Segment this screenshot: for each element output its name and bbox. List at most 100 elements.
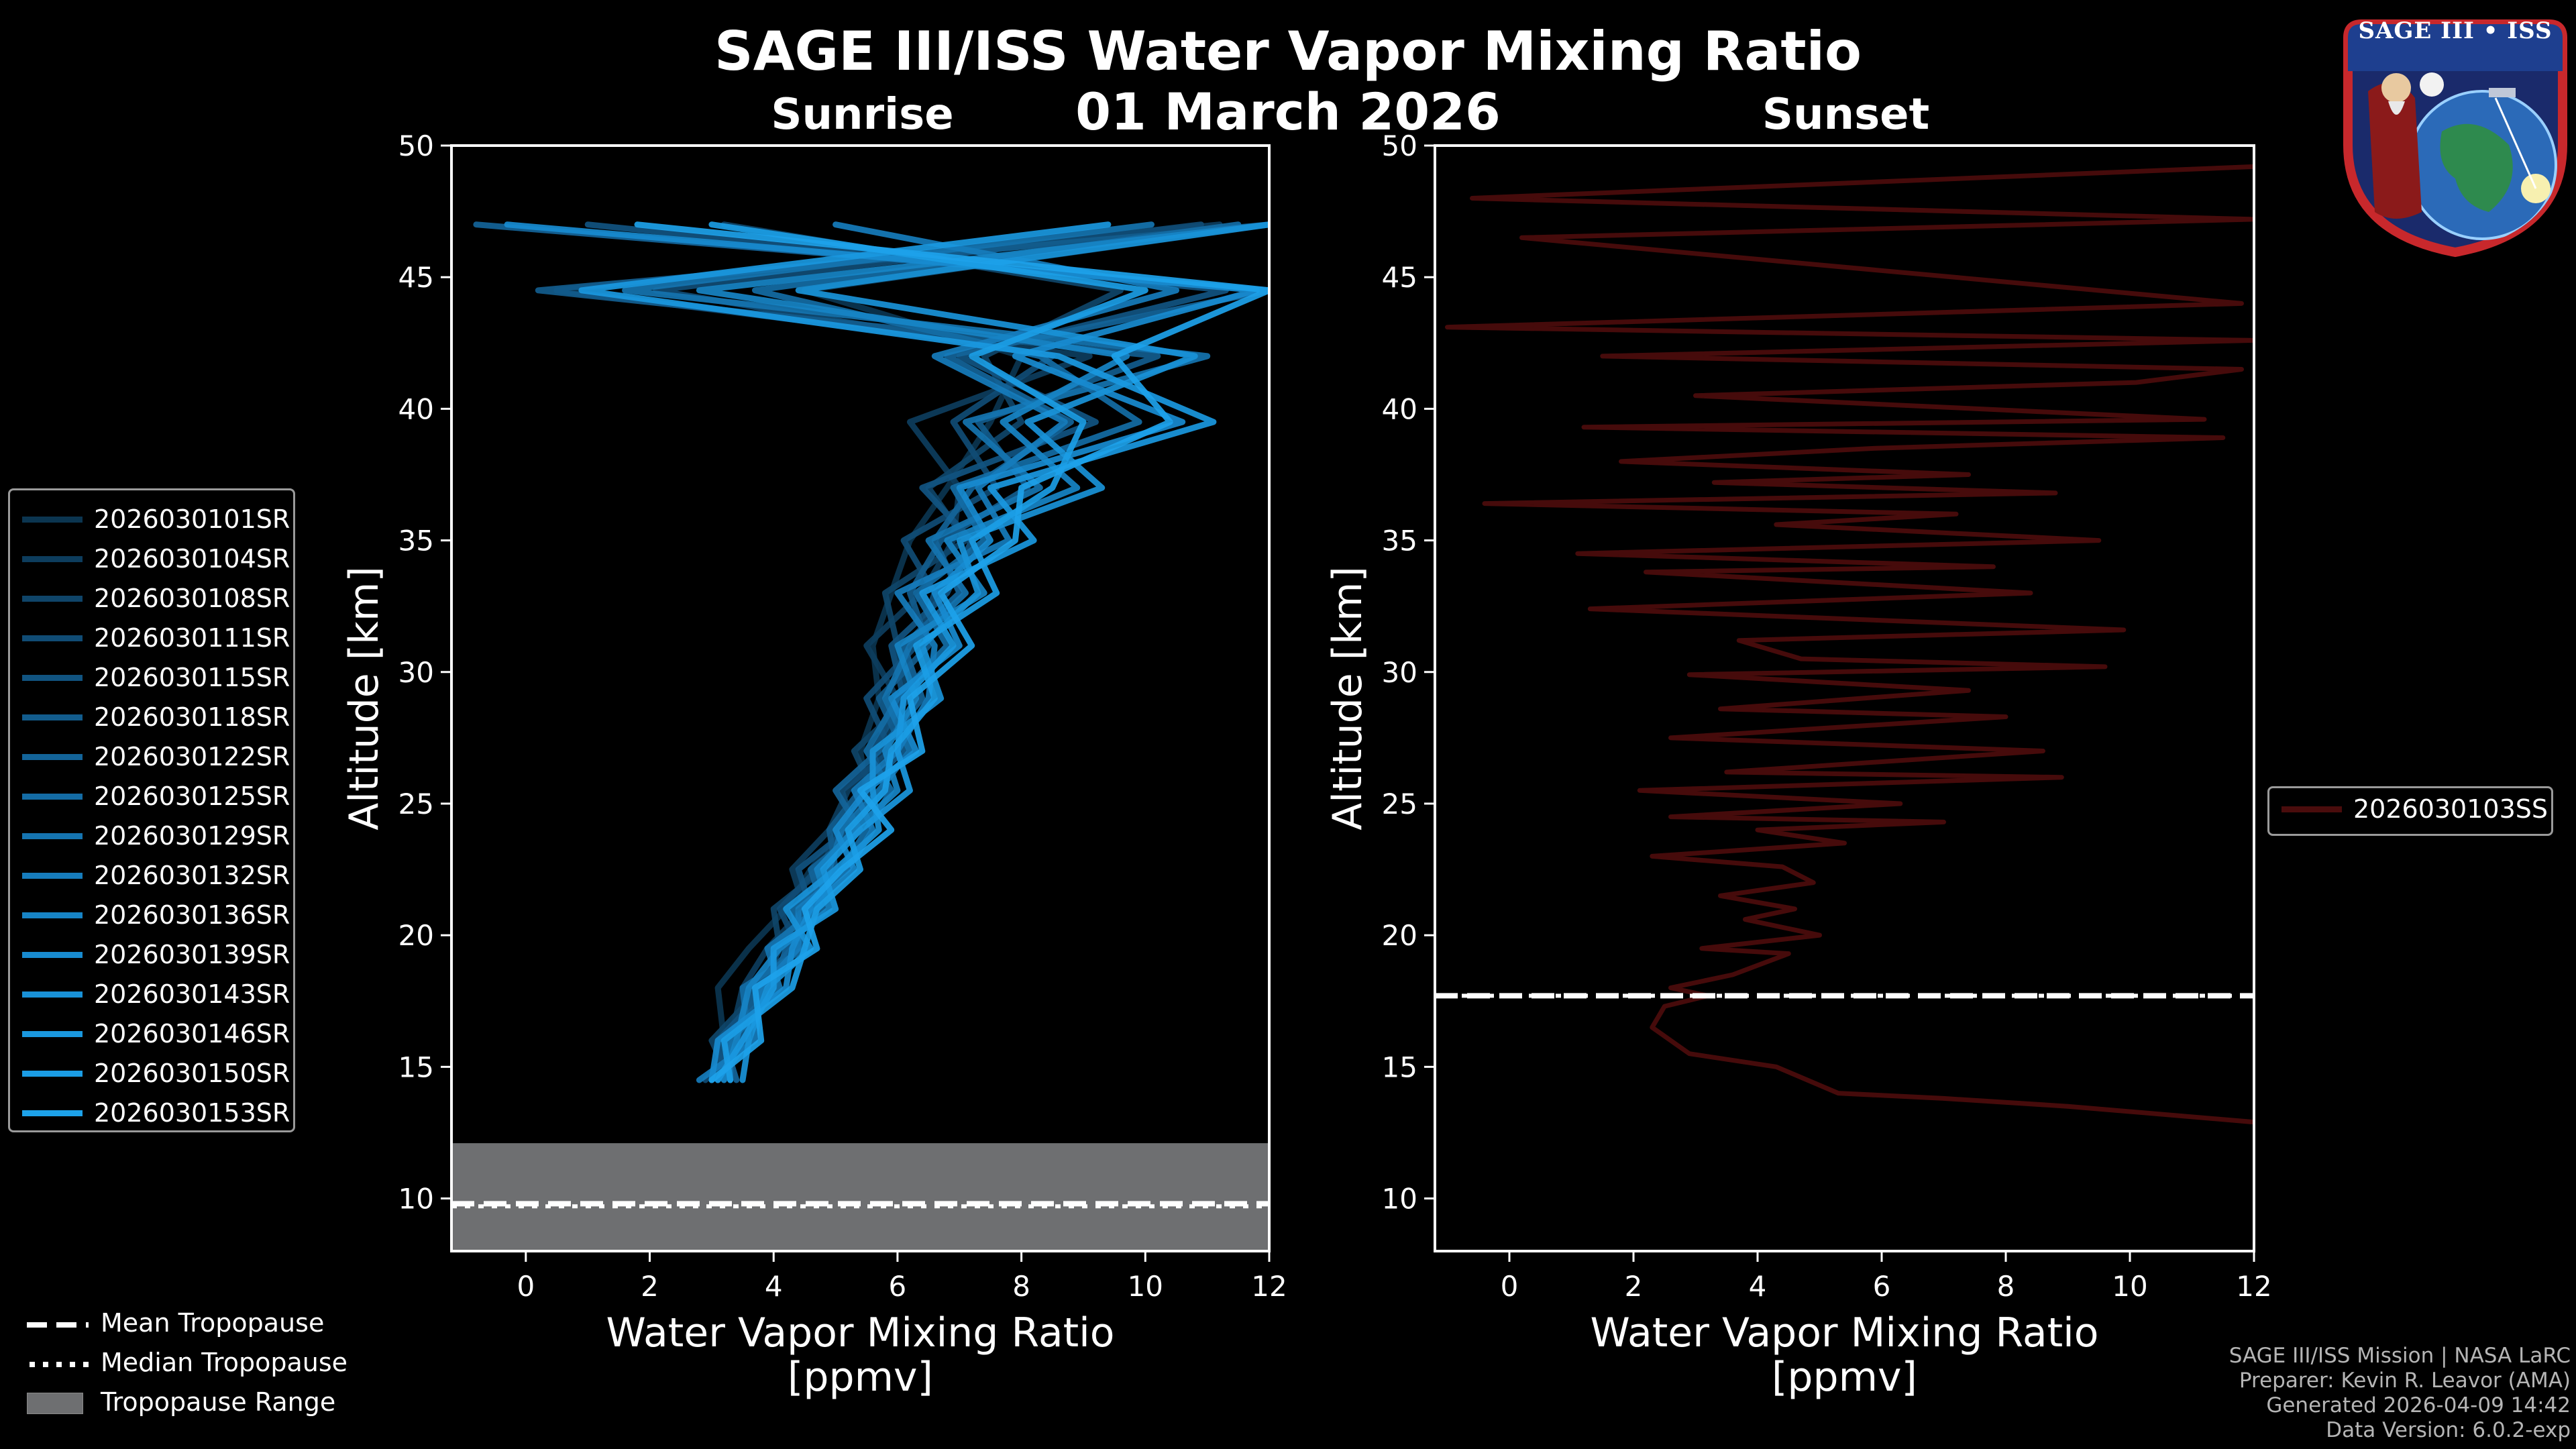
y-tick-label: 45 xyxy=(1382,261,1417,294)
sunset-panel-title: Sunset xyxy=(1762,90,1930,140)
x-tick-label: 0 xyxy=(517,1270,535,1303)
legend-swatch xyxy=(22,794,83,800)
legend-label: 2026030153SR xyxy=(94,1098,290,1128)
credits-preparer: Preparer: Kevin R. Leavor (AMA) xyxy=(2239,1368,2571,1393)
legend-swatch xyxy=(22,833,83,839)
legend-entry: 2026030125SR xyxy=(10,777,293,816)
legend-label: 2026030143SR xyxy=(94,979,290,1009)
y-tick-label: 35 xyxy=(398,525,434,557)
legend-swatch xyxy=(22,1071,83,1077)
credits-version: Data Version: 6.0.2-exp xyxy=(2326,1418,2571,1442)
x-tick-label: 0 xyxy=(1501,1270,1519,1303)
y-tick-label: 25 xyxy=(1382,788,1417,820)
y-tick-label: 20 xyxy=(1382,919,1417,952)
legend-swatch xyxy=(2282,806,2342,812)
legend-swatch xyxy=(22,754,83,760)
x-axis-label: Water Vapor Mixing Ratio xyxy=(1591,1309,2099,1356)
legend-entry: 2026030108SR xyxy=(10,579,293,619)
legend-entry: 2026030122SR xyxy=(10,737,293,777)
tropopause-range-entry: Tropopause Range xyxy=(20,1387,423,1427)
legend-entry: 2026030139SR xyxy=(10,935,293,975)
legend-entry: 2026030153SR xyxy=(10,1093,293,1133)
y-tick-label: 30 xyxy=(398,656,434,689)
x-tick-label: 4 xyxy=(1749,1270,1767,1303)
y-tick-label: 25 xyxy=(398,788,434,820)
tropopause-range-label: Tropopause Range xyxy=(101,1387,336,1417)
y-tick-label: 20 xyxy=(398,919,434,952)
x-tick-label: 2 xyxy=(641,1270,659,1303)
legend-swatch xyxy=(22,635,83,641)
chart-date: 01 March 2026 xyxy=(1075,82,1501,142)
x-tick-label: 6 xyxy=(889,1270,907,1303)
x-tick-label: 10 xyxy=(1128,1270,1163,1303)
legend-label: 2026030111SR xyxy=(94,623,290,653)
range-swatch xyxy=(27,1393,83,1414)
median-tropopause-entry: Median Tropopause xyxy=(20,1348,423,1387)
y-tick-label: 40 xyxy=(398,392,434,425)
y-tick-label: 45 xyxy=(398,261,434,294)
x-tick-label: 8 xyxy=(1012,1270,1030,1303)
legend-swatch xyxy=(22,873,83,879)
legend-entry: 2026030146SR xyxy=(10,1014,293,1054)
legend-entry: 2026030103SS xyxy=(2269,790,2551,829)
y-tick-label: 15 xyxy=(1382,1051,1417,1083)
legend-swatch xyxy=(22,596,83,602)
legend-swatch xyxy=(22,556,83,562)
y-axis-label: Altitude [km] xyxy=(341,566,388,830)
legend-label: 2026030101SR xyxy=(94,504,290,534)
legend-entry: 2026030115SR xyxy=(10,658,293,698)
x-tick-label: 12 xyxy=(1251,1270,1287,1303)
series-line-2026030153SR xyxy=(634,221,1269,1083)
x-axis-unit-label: [ppmv] xyxy=(1772,1354,1917,1401)
legend-swatch xyxy=(22,517,83,523)
x-tick-label: 12 xyxy=(2236,1270,2271,1303)
sunrise-axes-frame xyxy=(450,144,1271,1252)
dotted-line-swatch xyxy=(30,1362,89,1367)
sunrise-legend: 2026030101SR 2026030104SR 2026030108SR 2026… xyxy=(8,488,295,1132)
legend-swatch xyxy=(22,991,83,998)
credits: SAGE III/ISS Mission | NASA LaRC Prepare… xyxy=(2229,1344,2571,1443)
legend-entry: 2026030143SR xyxy=(10,975,293,1014)
legend-label: 2026030103SS xyxy=(2353,794,2548,824)
tropopause-legend: Mean Tropopause Median Tropopause Tropop… xyxy=(20,1308,423,1442)
legend-label: 2026030108SR xyxy=(94,584,290,613)
x-axis-label: Water Vapor Mixing Ratio xyxy=(606,1309,1115,1356)
legend-entry: 2026030118SR xyxy=(10,698,293,737)
legend-swatch xyxy=(22,912,83,918)
legend-swatch xyxy=(22,952,83,958)
legend-entry: 2026030150SR xyxy=(10,1054,293,1093)
chart-title: SAGE III/ISS Water Vapor Mixing Ratio xyxy=(714,20,1862,83)
legend-entry: 2026030129SR xyxy=(10,816,293,856)
legend-swatch xyxy=(22,714,83,720)
legend-swatch xyxy=(22,1110,83,1116)
sunset-legend: 2026030103SS xyxy=(2267,786,2553,836)
sunset-plot xyxy=(1434,144,2255,1252)
legend-entry: 2026030101SR xyxy=(10,500,293,539)
legend-label: 2026030122SR xyxy=(94,742,290,771)
dashed-line-swatch xyxy=(27,1322,89,1328)
legend-label: 2026030104SR xyxy=(94,544,290,574)
legend-label: 2026030118SR xyxy=(94,702,290,732)
legend-label: 2026030136SR xyxy=(94,900,290,930)
x-tick-label: 4 xyxy=(765,1270,783,1303)
x-axis-unit-label: [ppmv] xyxy=(788,1354,933,1401)
series-line-2026030146SR xyxy=(578,221,1217,1083)
legend-label: 2026030139SR xyxy=(94,940,290,969)
y-tick-label: 30 xyxy=(1382,656,1417,689)
tropopause-range-band xyxy=(451,1143,1269,1251)
y-tick-label: 40 xyxy=(1382,392,1417,425)
credits-mission: SAGE III/ISS Mission | NASA LaRC xyxy=(2229,1344,2571,1368)
legend-swatch xyxy=(22,675,83,681)
x-tick-label: 6 xyxy=(1873,1270,1891,1303)
credits-generated: Generated 2026-04-09 14:42 xyxy=(2266,1393,2571,1417)
sage-iii-iss-logo: SAGE III • ISS xyxy=(2341,11,2569,259)
y-tick-label: 10 xyxy=(398,1183,434,1216)
y-axis-label: Altitude [km] xyxy=(1324,566,1371,830)
legend-label: 2026030125SR xyxy=(94,782,290,811)
legend-label: 2026030115SR xyxy=(94,663,290,692)
mean-tropopause-entry: Mean Tropopause xyxy=(20,1308,423,1348)
median-tropopause-label: Median Tropopause xyxy=(101,1348,347,1377)
series-line-2026030103SS xyxy=(1445,164,2254,1125)
